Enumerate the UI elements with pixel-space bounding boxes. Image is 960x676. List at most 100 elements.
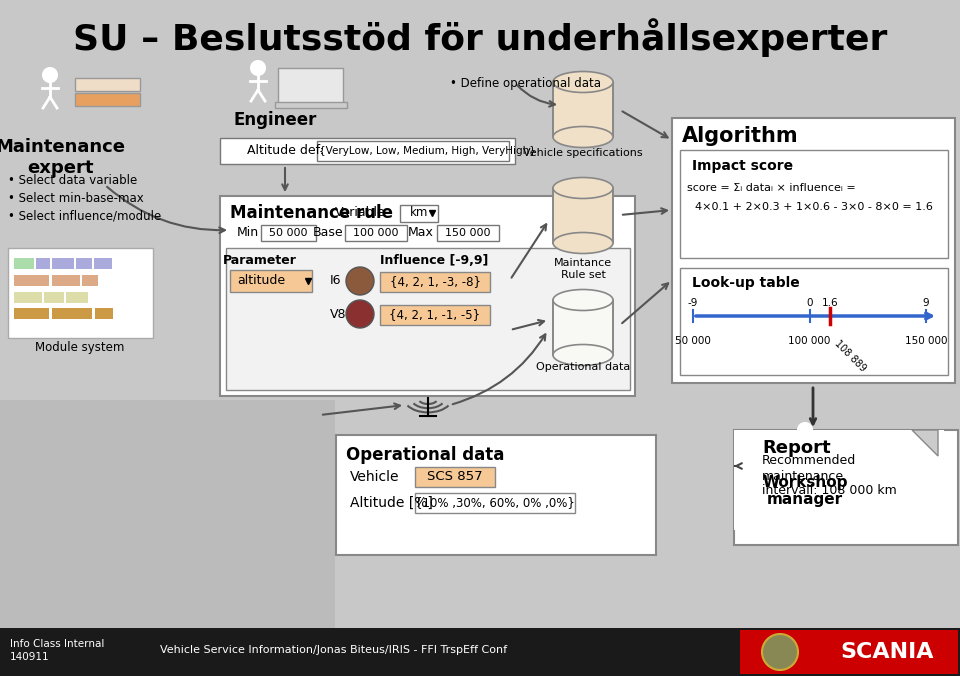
Text: 4×0.1 + 2×0.3 + 1×0.6 - 3×0 - 8×0 = 1.6: 4×0.1 + 2×0.3 + 1×0.6 - 3×0 - 8×0 = 1.6 xyxy=(695,202,933,212)
FancyBboxPatch shape xyxy=(400,205,438,222)
Text: • Define operational data: • Define operational data xyxy=(450,76,601,89)
FancyBboxPatch shape xyxy=(734,430,958,545)
FancyBboxPatch shape xyxy=(66,292,88,303)
FancyBboxPatch shape xyxy=(44,292,64,303)
Text: -9: -9 xyxy=(687,298,698,308)
FancyBboxPatch shape xyxy=(75,93,140,106)
Text: Info Class Internal: Info Class Internal xyxy=(10,639,105,649)
FancyBboxPatch shape xyxy=(261,225,316,241)
Text: {4, 2, 1, -1, -5}: {4, 2, 1, -1, -5} xyxy=(390,308,481,322)
FancyBboxPatch shape xyxy=(14,258,34,269)
Text: Maintenance rule: Maintenance rule xyxy=(230,204,393,222)
FancyBboxPatch shape xyxy=(52,308,92,319)
Ellipse shape xyxy=(553,178,613,199)
Text: score = Σᵢ dataᵢ × influenceᵢ =: score = Σᵢ dataᵢ × influenceᵢ = xyxy=(687,183,855,193)
Text: 9: 9 xyxy=(923,298,929,308)
FancyBboxPatch shape xyxy=(317,141,509,161)
Text: Vehicle specifications: Vehicle specifications xyxy=(523,148,643,158)
Ellipse shape xyxy=(553,289,613,310)
Text: 50 000: 50 000 xyxy=(269,228,307,238)
Ellipse shape xyxy=(553,126,613,147)
Text: 100 000: 100 000 xyxy=(788,336,830,346)
FancyBboxPatch shape xyxy=(680,268,948,375)
Text: Base: Base xyxy=(313,226,344,239)
Text: Vehicle: Vehicle xyxy=(350,470,399,484)
FancyBboxPatch shape xyxy=(36,258,50,269)
Circle shape xyxy=(251,61,265,75)
Ellipse shape xyxy=(553,289,613,310)
Text: Max: Max xyxy=(408,226,434,239)
FancyBboxPatch shape xyxy=(220,196,635,396)
Ellipse shape xyxy=(553,233,613,254)
FancyBboxPatch shape xyxy=(0,400,335,628)
FancyBboxPatch shape xyxy=(82,275,98,286)
Text: Maintenance
expert: Maintenance expert xyxy=(0,138,125,177)
Circle shape xyxy=(762,634,798,670)
Text: km: km xyxy=(410,206,428,220)
Text: Look-up table: Look-up table xyxy=(692,276,800,290)
Ellipse shape xyxy=(553,178,613,199)
FancyBboxPatch shape xyxy=(740,630,958,674)
FancyBboxPatch shape xyxy=(553,188,613,243)
Text: 100 000: 100 000 xyxy=(353,228,398,238)
FancyBboxPatch shape xyxy=(680,150,948,258)
Text: Recommended
maintenance
intervall: 108 000 km: Recommended maintenance intervall: 108 0… xyxy=(762,454,897,498)
FancyBboxPatch shape xyxy=(76,258,92,269)
FancyBboxPatch shape xyxy=(226,248,630,390)
Text: Altitude def:: Altitude def: xyxy=(247,145,324,158)
Text: Module system: Module system xyxy=(36,341,125,354)
Text: Variable: Variable xyxy=(335,206,385,220)
Text: 50 000: 50 000 xyxy=(675,336,711,346)
FancyBboxPatch shape xyxy=(672,118,955,383)
FancyBboxPatch shape xyxy=(345,225,407,241)
Text: {VeryLow, Low, Medium, High, VeryHigh}: {VeryLow, Low, Medium, High, VeryHigh} xyxy=(319,146,536,156)
FancyBboxPatch shape xyxy=(94,258,112,269)
FancyBboxPatch shape xyxy=(95,308,113,319)
Text: Parameter: Parameter xyxy=(223,254,297,268)
Text: Impact score: Impact score xyxy=(692,159,793,173)
FancyBboxPatch shape xyxy=(553,300,613,355)
Text: I6: I6 xyxy=(330,274,342,287)
Text: Operational data: Operational data xyxy=(536,362,630,372)
Text: Report: Report xyxy=(762,439,830,457)
FancyBboxPatch shape xyxy=(275,102,347,108)
Text: altitude: altitude xyxy=(237,274,285,287)
Ellipse shape xyxy=(553,72,613,93)
FancyBboxPatch shape xyxy=(437,225,499,241)
FancyBboxPatch shape xyxy=(75,78,140,91)
FancyBboxPatch shape xyxy=(14,292,42,303)
FancyBboxPatch shape xyxy=(14,275,49,286)
FancyBboxPatch shape xyxy=(278,68,343,103)
Text: {10% ,30%, 60%, 0% ,0%}: {10% ,30%, 60%, 0% ,0%} xyxy=(415,496,575,510)
Text: Engineer: Engineer xyxy=(233,111,317,129)
Text: 150 000: 150 000 xyxy=(904,336,948,346)
Text: • Select influence/module: • Select influence/module xyxy=(8,210,161,222)
Circle shape xyxy=(346,267,374,295)
FancyBboxPatch shape xyxy=(380,305,490,325)
Text: Altitude [%]: Altitude [%] xyxy=(350,496,433,510)
FancyBboxPatch shape xyxy=(734,430,944,530)
Text: Operational data: Operational data xyxy=(346,446,504,464)
Text: Vehicle Service Information/Jonas Biteus/IRIS - FFI TrspEff Conf: Vehicle Service Information/Jonas Biteus… xyxy=(160,645,507,655)
FancyBboxPatch shape xyxy=(380,272,490,292)
Polygon shape xyxy=(912,430,938,456)
FancyBboxPatch shape xyxy=(553,82,613,137)
Text: SCS 857: SCS 857 xyxy=(427,470,483,483)
Text: SU – Beslutsstöd för underhållsexperter: SU – Beslutsstöd för underhållsexperter xyxy=(73,18,887,57)
Text: {4, 2, 1, -3, -8}: {4, 2, 1, -3, -8} xyxy=(390,276,481,289)
Text: 150 000: 150 000 xyxy=(445,228,491,238)
Text: Algorithm: Algorithm xyxy=(682,126,799,146)
Text: Maintance
Rule set: Maintance Rule set xyxy=(554,258,612,280)
FancyBboxPatch shape xyxy=(14,308,49,319)
Text: • Select data variable: • Select data variable xyxy=(8,174,137,187)
Text: 108 889: 108 889 xyxy=(832,338,868,373)
Text: 140911: 140911 xyxy=(10,652,50,662)
Text: 0: 0 xyxy=(806,298,813,308)
FancyBboxPatch shape xyxy=(0,628,960,676)
FancyBboxPatch shape xyxy=(52,258,74,269)
Circle shape xyxy=(798,423,812,437)
Ellipse shape xyxy=(553,345,613,366)
Text: Workshop
manager: Workshop manager xyxy=(762,475,848,508)
FancyBboxPatch shape xyxy=(415,493,575,513)
Circle shape xyxy=(43,68,57,82)
